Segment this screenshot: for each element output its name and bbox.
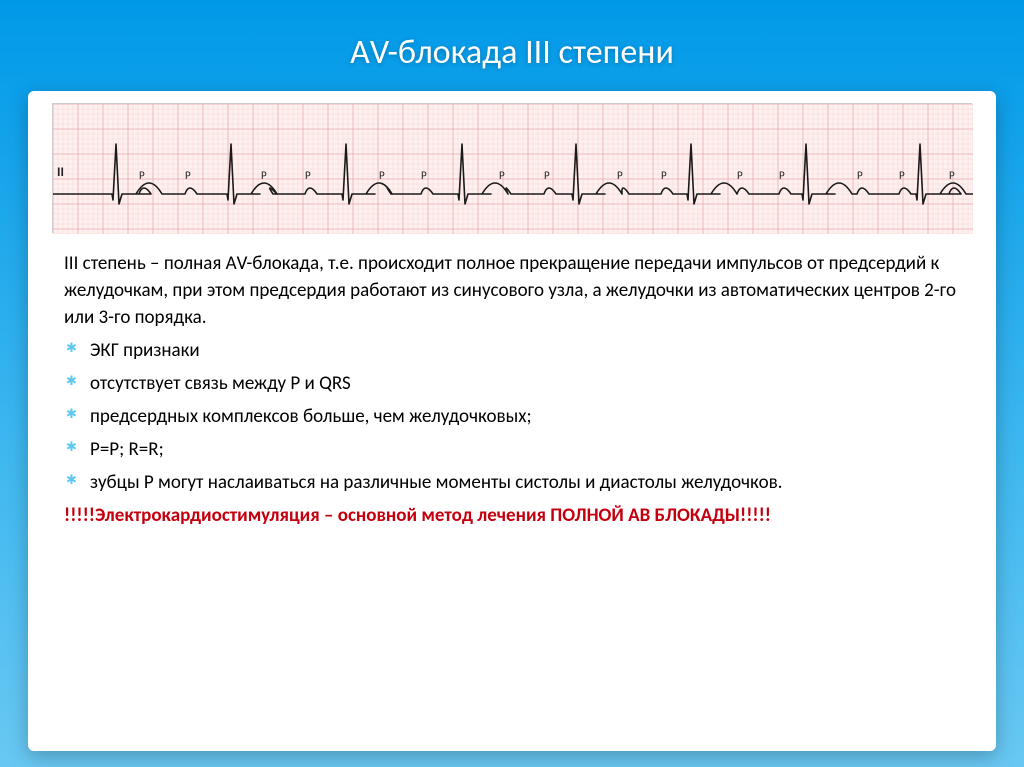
intro-paragraph: III степень – полная АV-блокада, т.е. пр… xyxy=(64,251,960,332)
p-wave-label: P xyxy=(899,169,905,182)
content-card: II P P P P P P P P P P P P P P P III степень – полная А… xyxy=(28,91,996,751)
p-wave-label: P xyxy=(779,169,785,182)
bullet-item: зубцы Р могут наслаиваться на различные … xyxy=(90,470,960,497)
slide: АV-блокада III степени II P P P P P P P P P P P P P P P… xyxy=(0,0,1024,767)
p-wave-label: P xyxy=(661,169,667,182)
ecg-svg: II P P P P P P P P P P P P P P P xyxy=(53,104,973,234)
p-wave-label: P xyxy=(421,169,427,182)
p-wave-label: P xyxy=(617,169,623,182)
p-wave-label: P xyxy=(379,169,385,182)
p-wave-label: P xyxy=(261,169,267,182)
bullet-item: предсердных комплексов больше, чем желуд… xyxy=(90,404,960,431)
p-wave-label: P xyxy=(139,169,145,182)
p-wave-label: P xyxy=(857,169,863,182)
p-wave-label: P xyxy=(499,169,505,182)
p-wave-label: P xyxy=(949,169,955,182)
p-wave-label: P xyxy=(185,169,191,182)
p-wave-label: P xyxy=(544,169,550,182)
bullet-item: Р=Р; R=R; xyxy=(90,437,960,464)
text-block: III степень – полная АV-блокада, т.е. пр… xyxy=(50,247,974,530)
alert-paragraph: !!!!!Электрокардиостимуляция – основной … xyxy=(64,503,960,530)
bullet-list: ЭКГ признаки отсутствует связь между Р и … xyxy=(64,338,960,497)
slide-title: АV-блокада III степени xyxy=(28,32,996,73)
ecg-figure: II P P P P P P P P P P P P P P P xyxy=(52,103,972,233)
bullet-item: ЭКГ признаки xyxy=(90,338,960,365)
lead-label: II xyxy=(57,165,64,180)
p-wave-label: P xyxy=(305,169,311,182)
p-wave-label: P xyxy=(737,169,743,182)
bullet-item: отсутствует связь между Р и QRS xyxy=(90,371,960,398)
